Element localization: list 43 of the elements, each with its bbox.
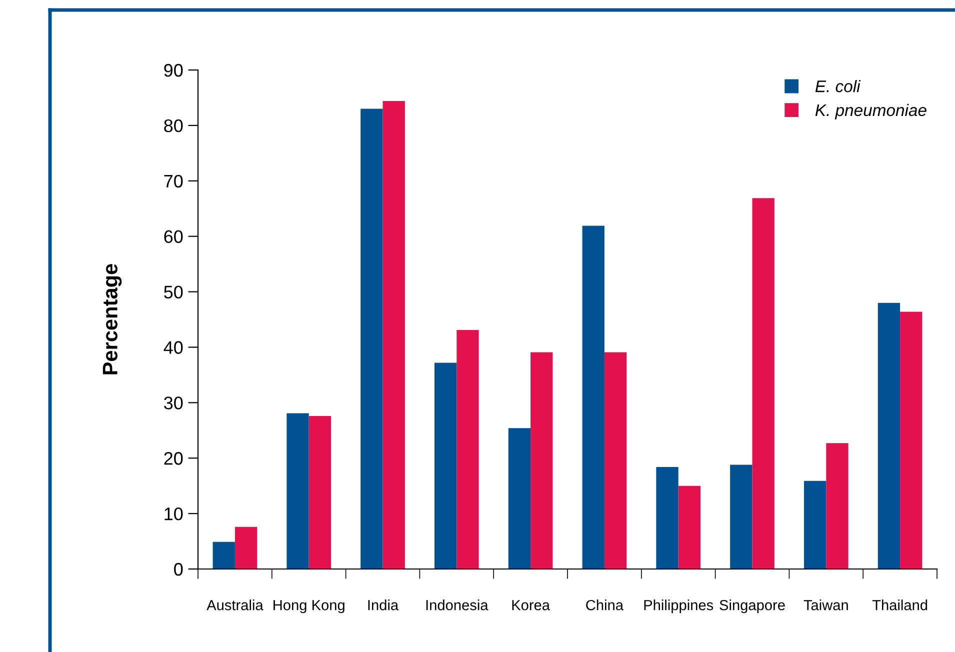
- y-tick-label: 30: [164, 396, 183, 410]
- bar: [456, 330, 479, 569]
- bar: [826, 443, 848, 569]
- x-tick-label: Philippines: [644, 600, 714, 614]
- x-tick-label: China: [586, 600, 624, 610]
- y-tick-label: 80: [164, 119, 183, 132]
- bar: [434, 362, 457, 569]
- bar: [730, 464, 752, 569]
- y-tick-label: 20: [164, 452, 183, 465]
- bar: [678, 486, 701, 569]
- bar: [900, 312, 922, 569]
- y-axis-title: Percentage: [102, 264, 122, 374]
- bar: [878, 302, 900, 569]
- bar: [530, 352, 553, 569]
- y-tick-label: 50: [164, 286, 183, 298]
- bar: [804, 480, 826, 569]
- bar: [212, 542, 235, 569]
- bar: [604, 352, 627, 569]
- bar: [582, 226, 604, 569]
- x-tick-label: Korea: [512, 600, 550, 610]
- y-tick-label: 0: [174, 562, 183, 576]
- x-tick-label: Indonesia: [426, 600, 488, 610]
- x-tick-label: Thailand: [872, 600, 928, 610]
- bar: [308, 416, 332, 569]
- legend-label: E. coli: [815, 80, 861, 92]
- bar: [234, 526, 258, 569]
- y-tick-label: 90: [164, 64, 183, 77]
- bar: [360, 108, 383, 569]
- y-tick-label: 60: [164, 230, 183, 244]
- y-tick-label: 40: [164, 341, 183, 354]
- x-tick-label: Singapore: [720, 600, 785, 614]
- x-tick-label: Australia: [206, 600, 264, 610]
- x-tick-label: India: [368, 600, 399, 610]
- bar: [656, 466, 678, 569]
- x-tick-label: Hong Kong: [274, 600, 344, 614]
- y-tick-label: 70: [164, 174, 183, 188]
- y-tick-label: 10: [164, 507, 183, 520]
- bar: [508, 428, 531, 569]
- bar: [286, 413, 309, 569]
- legend-label: K. pneumoniae: [815, 104, 926, 120]
- bar: [382, 101, 405, 569]
- x-tick-label: Taiwan: [804, 600, 848, 610]
- bar: [752, 198, 774, 569]
